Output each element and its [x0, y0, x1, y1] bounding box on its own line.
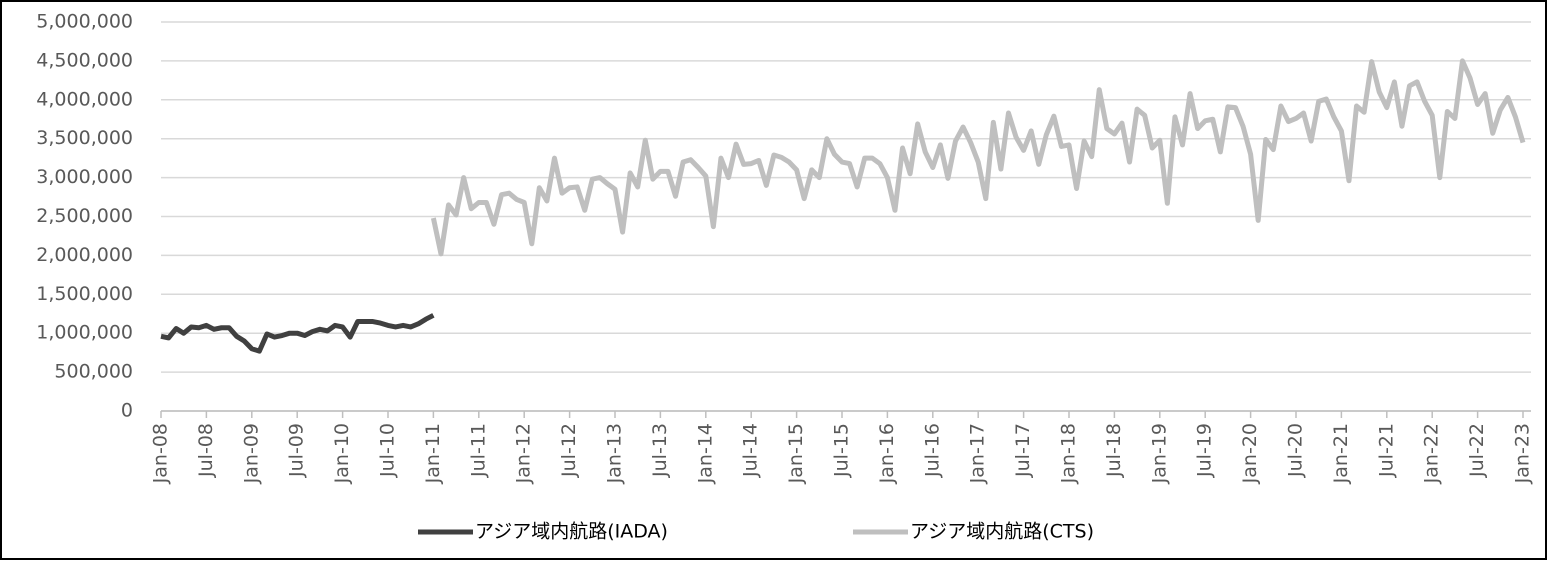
x-tick-label: Jul-18: [1103, 423, 1125, 478]
y-tick-label: 2,500,000: [36, 205, 133, 227]
x-tick-label: Jan-16: [876, 423, 898, 484]
x-tick-label: Jul-20: [1285, 423, 1307, 478]
series-line: [430, 58, 1526, 257]
x-tick-label: Jan-14: [694, 423, 716, 484]
x-tick-label: Jul-15: [831, 423, 853, 478]
y-tick-label: 1,500,000: [36, 283, 133, 305]
x-tick-label: Jul-13: [649, 423, 671, 478]
x-tick-label: Jul-21: [1375, 423, 1397, 478]
series-line: [160, 313, 435, 354]
y-tick-label: 3,500,000: [36, 127, 133, 149]
x-tick-label: Jan-17: [967, 423, 989, 484]
x-tick-label: Jan-19: [1148, 423, 1170, 484]
x-tick-label: Jan-08: [150, 423, 172, 484]
x-tick-label: Jan-23: [1512, 423, 1534, 484]
legend-label: アジア域内航路(IADA): [475, 521, 668, 543]
x-tick-label: Jan-21: [1330, 423, 1352, 484]
x-tick-label: Jul-16: [921, 423, 943, 478]
y-tick-label: 5,000,000: [36, 11, 133, 33]
x-tick-label: Jul-17: [1012, 423, 1034, 478]
x-tick-label: Jan-12: [513, 423, 535, 484]
y-tick-label: 4,500,000: [36, 49, 133, 71]
x-tick-label: Jan-11: [422, 423, 444, 484]
x-tick-label: Jan-15: [785, 423, 807, 484]
x-tick-label: Jul-22: [1466, 423, 1488, 478]
y-tick-label: 1,000,000: [36, 322, 133, 344]
x-tick-label: Jul-10: [377, 423, 399, 478]
x-tick-label: Jan-13: [604, 423, 626, 484]
x-tick-label: Jan-09: [240, 423, 262, 484]
x-tick-label: Jan-10: [331, 423, 353, 484]
x-tick-label: Jul-08: [195, 423, 217, 478]
x-tick-label: Jul-19: [1194, 423, 1216, 478]
y-tick-label: 3,000,000: [36, 166, 133, 188]
x-tick-label: Jan-18: [1058, 423, 1080, 484]
x-tick-label: Jan-20: [1239, 423, 1261, 484]
y-tick-label: 0: [121, 400, 133, 422]
x-tick-label: Jul-14: [740, 423, 762, 478]
x-tick-label: Jul-12: [558, 423, 580, 478]
legend-label: アジア域内航路(CTS): [910, 521, 1094, 543]
y-tick-label: 500,000: [54, 361, 133, 383]
x-tick-label: Jul-11: [467, 423, 489, 478]
x-tick-label: Jul-09: [286, 423, 308, 478]
x-tick-label: Jan-22: [1421, 423, 1443, 484]
y-tick-label: 4,000,000: [36, 88, 133, 110]
y-tick-label: 2,000,000: [36, 244, 133, 266]
